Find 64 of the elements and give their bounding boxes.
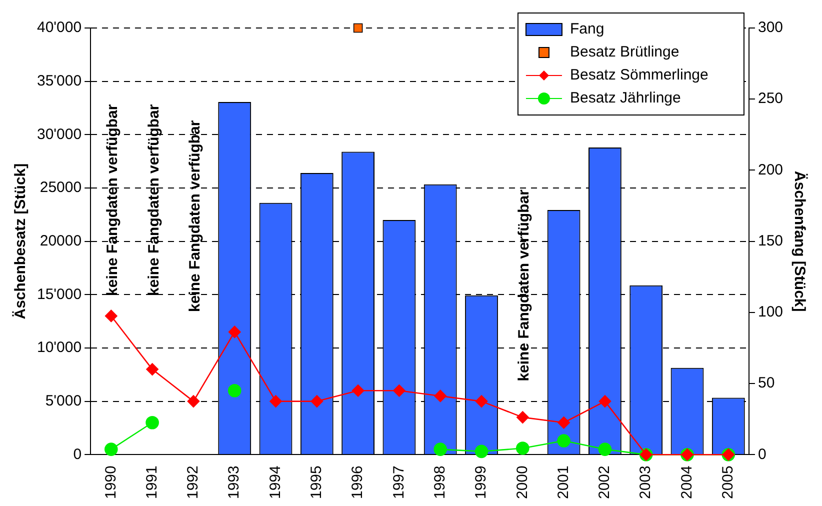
legend-label: Besatz Brütlinge xyxy=(570,44,680,61)
annotation: keine Fangdaten verfügbar xyxy=(516,189,533,382)
y2-tick-label: 300 xyxy=(758,19,784,36)
x-tick-label: 1995 xyxy=(308,466,326,500)
point xyxy=(434,390,446,402)
y2-tick-label: 150 xyxy=(758,232,784,250)
point xyxy=(228,326,241,338)
x-tick-label: 2004 xyxy=(678,466,696,500)
y-axis-title: Äschenbesatz [Stück] xyxy=(12,163,30,320)
point xyxy=(474,444,488,458)
point xyxy=(352,384,364,397)
x-tick-label: 2002 xyxy=(596,466,614,500)
y2-tick-label: 50 xyxy=(758,374,775,392)
x-tick-label: 1990 xyxy=(102,466,120,500)
y-tick-label: 25000 xyxy=(40,179,82,196)
y-tick-label: 5'000 xyxy=(45,392,82,410)
point xyxy=(187,395,200,408)
y2-tick-label: 200 xyxy=(758,161,784,178)
y-tick-label: 35'000 xyxy=(36,72,82,90)
point xyxy=(146,363,158,376)
y2-tick-label: 100 xyxy=(758,304,784,321)
point xyxy=(146,416,159,430)
y2-tick-label: 0 xyxy=(758,446,766,463)
x-tick-label: 2003 xyxy=(637,466,654,500)
y-tick-label: 10'000 xyxy=(36,339,82,356)
x-tick-label: 2000 xyxy=(514,466,531,500)
point xyxy=(598,395,612,408)
x-tick-label: 2001 xyxy=(554,466,572,500)
point xyxy=(105,310,118,322)
y2-axis-title: Äschenfang [Stück] xyxy=(790,170,808,312)
point xyxy=(475,395,488,408)
legend-label: Fang xyxy=(570,20,604,38)
annotation: keine Fangdaten verfügbar xyxy=(104,104,122,296)
y-tick-label: 40'000 xyxy=(36,19,82,36)
annotation: keine Fangdaten verfügbar xyxy=(186,120,204,312)
x-tick-label: 1997 xyxy=(390,466,408,500)
legend-label: Besatz Sömmerlinge xyxy=(570,66,708,84)
point xyxy=(270,395,282,408)
y-tick-label: 20000 xyxy=(40,232,82,250)
x-tick-label: 1991 xyxy=(143,466,160,500)
point xyxy=(228,384,242,398)
point xyxy=(310,395,324,408)
point xyxy=(598,442,612,456)
x-tick-label: 1994 xyxy=(266,466,284,500)
point xyxy=(558,416,570,429)
point xyxy=(353,23,363,33)
x-tick-label: 1999 xyxy=(472,466,490,500)
y-tick-label: 0 xyxy=(73,446,82,463)
legend-label: Besatz Jährlinge xyxy=(570,90,681,107)
point xyxy=(557,434,570,448)
x-tick-label: 1992 xyxy=(184,466,202,500)
point xyxy=(516,411,529,424)
x-tick-label: 1996 xyxy=(349,466,366,500)
x-tick-label: 2005 xyxy=(720,466,737,500)
point xyxy=(434,442,447,456)
y2-tick-label: 250 xyxy=(758,90,784,108)
point xyxy=(104,442,118,456)
x-tick-label: 1998 xyxy=(431,466,448,500)
point xyxy=(393,384,406,397)
annotation: keine Fangdaten verfügbar xyxy=(145,104,162,296)
y-tick-label: 30'000 xyxy=(36,126,82,143)
y-tick-label: 15'000 xyxy=(36,286,82,303)
x-tick-label: 1993 xyxy=(226,466,243,500)
point xyxy=(516,442,530,455)
